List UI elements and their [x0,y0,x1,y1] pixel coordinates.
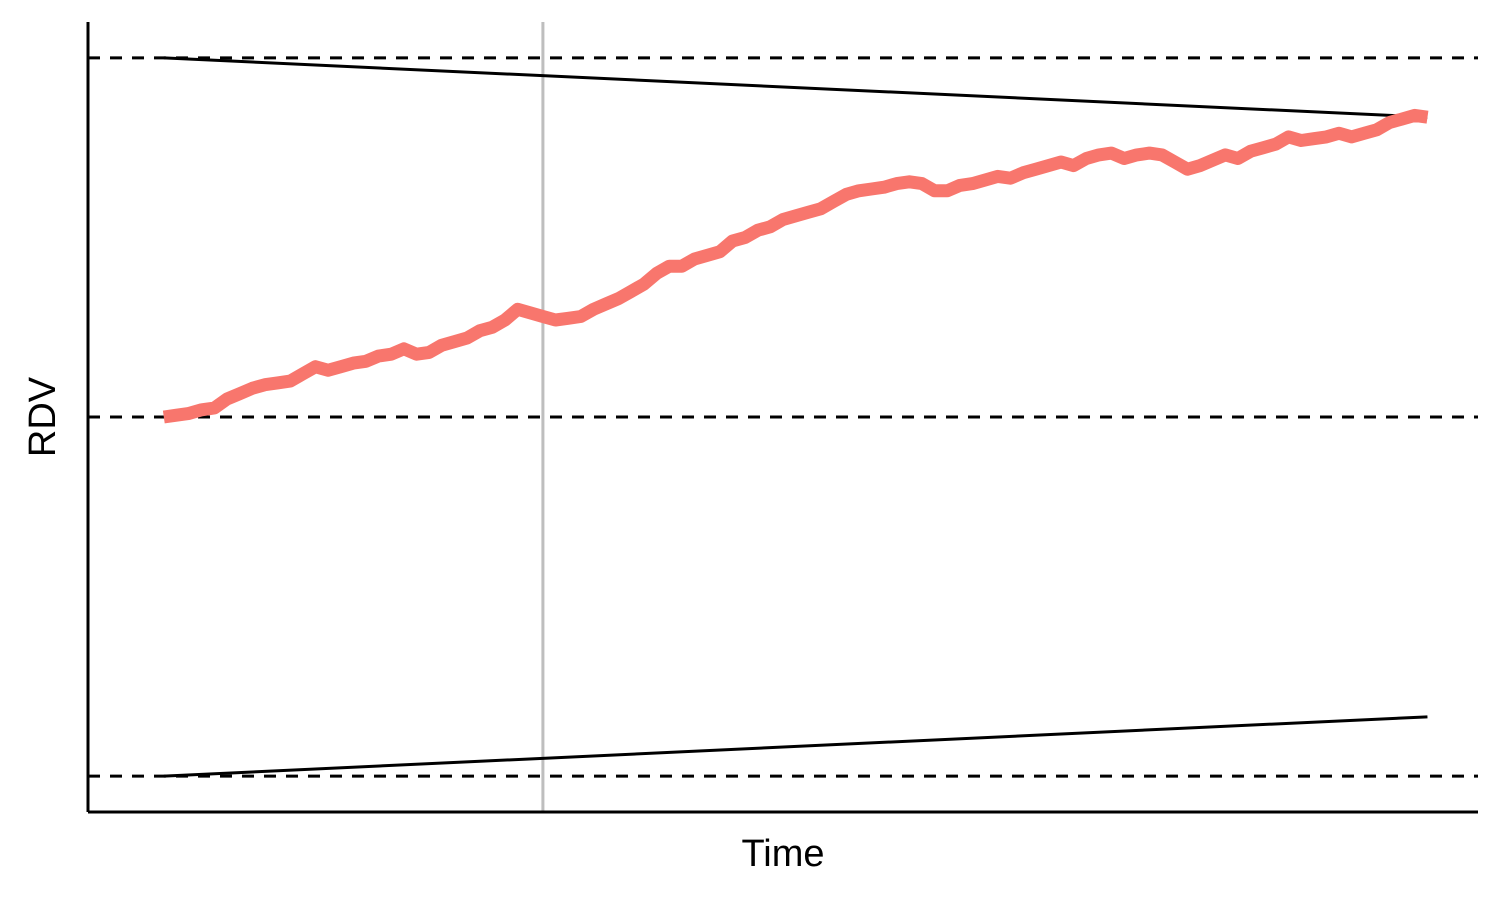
x-axis-label: Time [741,833,824,875]
y-axis-label: RDV [22,376,64,457]
series-group [162,108,1429,424]
upper-bound-line [163,56,1428,119]
series-line-0 [162,108,1429,424]
lower-bound-line [163,715,1428,778]
reference-lines [88,56,1478,778]
